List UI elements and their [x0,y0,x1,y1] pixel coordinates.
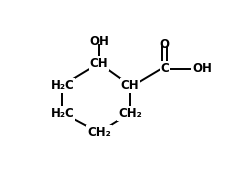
Text: H₂C: H₂C [51,107,74,120]
Text: C: C [160,62,169,75]
Text: CH: CH [90,57,108,70]
Text: H₂C: H₂C [51,79,74,92]
Text: CH: CH [121,79,139,92]
Text: OH: OH [192,62,212,75]
Text: CH₂: CH₂ [87,126,111,139]
Text: OH: OH [89,35,109,48]
Text: O: O [160,38,170,51]
Text: CH₂: CH₂ [118,107,142,120]
